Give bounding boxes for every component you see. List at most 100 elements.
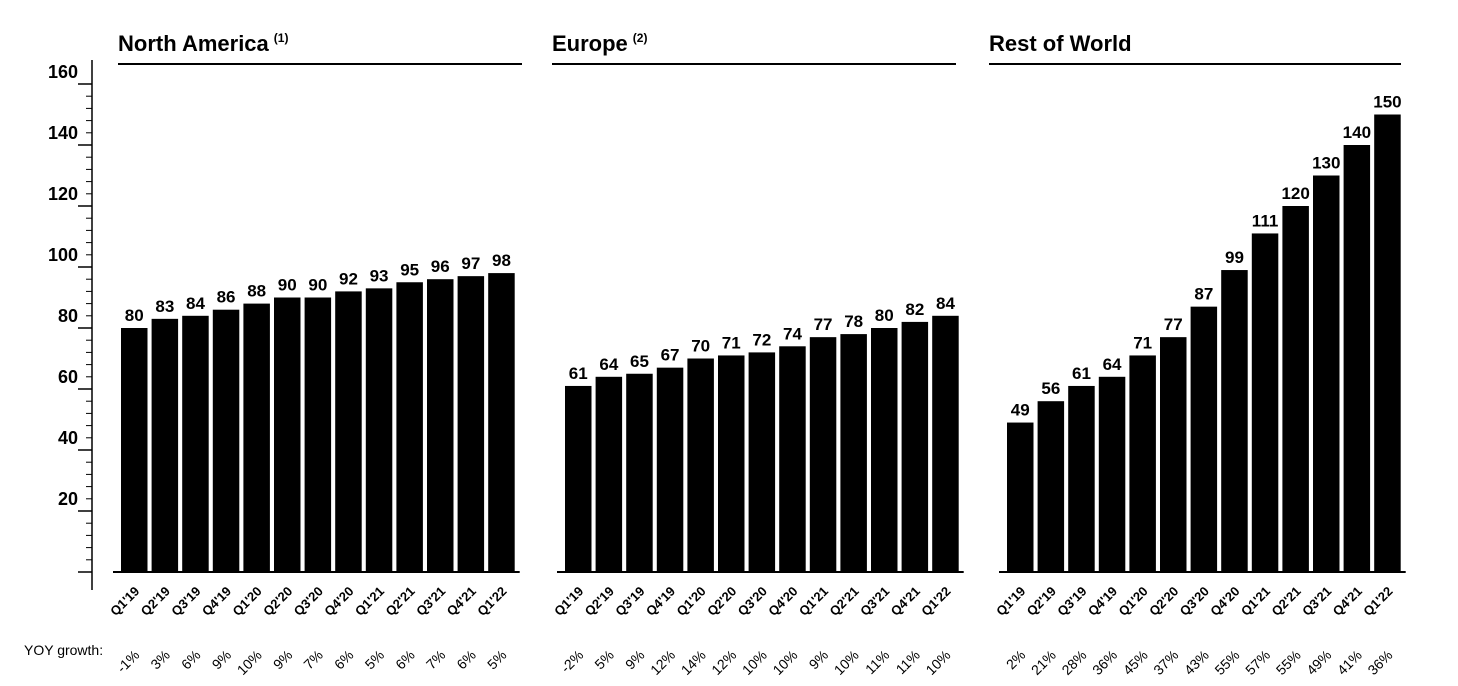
bar: [565, 385, 592, 572]
x-tick-label: Q1'20: [673, 584, 708, 619]
yoy-growth-value: 36%: [1089, 647, 1120, 678]
y-tick-label: 100: [48, 245, 78, 265]
x-tick-label: Q3'20: [735, 584, 770, 619]
bar: [1282, 206, 1309, 572]
yoy-growth-value: 9%: [622, 647, 648, 673]
yoy-growth-value: 21%: [1028, 647, 1059, 678]
yoy-growth-value: 3%: [147, 647, 173, 673]
bar-value-label: 80: [125, 306, 144, 325]
panel-title: Rest of World: [989, 31, 1132, 56]
bar-value-label: 61: [569, 364, 588, 383]
bar: [488, 273, 515, 572]
x-tick-label: Q3'19: [1054, 584, 1089, 619]
chart-panels: North America (1) 80 Q1'19 -1% 83 Q2'19 3% 84 Q3'…: [107, 31, 1406, 678]
bar: [365, 288, 393, 572]
bar: [871, 328, 898, 572]
yoy-growth-value: 11%: [862, 647, 892, 677]
x-tick-label: Q2'19: [1024, 584, 1059, 619]
bar-value-label: 80: [875, 306, 894, 325]
x-tick-label: Q4'20: [765, 584, 800, 619]
x-tick-label: Q1'20: [1115, 584, 1150, 619]
x-tick-label: Q4'19: [199, 584, 234, 619]
x-tick-label: Q1'19: [107, 584, 142, 619]
x-tick-label: Q1'19: [993, 584, 1028, 619]
x-tick-label: Q2'19: [138, 584, 173, 619]
x-tick-label: Q1'21: [352, 584, 387, 619]
bar: [274, 297, 301, 572]
bar-value-label: 87: [1194, 285, 1213, 304]
bar: [687, 358, 714, 572]
bar-value-label: 74: [783, 324, 802, 343]
bar: [212, 309, 240, 572]
yoy-growth-value: 10%: [769, 647, 800, 678]
bar-value-label: 88: [247, 282, 266, 301]
bar-value-label: 90: [278, 276, 297, 295]
yoy-growth-value: 36%: [1364, 647, 1395, 678]
y-tick-label: 160: [48, 62, 78, 82]
bar-value-label: 84: [186, 294, 205, 313]
bar: [1374, 114, 1401, 572]
bar: [457, 276, 485, 572]
yoy-growth-label: YOY growth:: [24, 642, 103, 658]
yoy-growth-value: 6%: [453, 647, 479, 673]
x-tick-label: Q4'19: [643, 584, 678, 619]
bar-value-label: 97: [461, 254, 480, 273]
bar: [304, 297, 332, 572]
x-tick-label: Q4'21: [1330, 584, 1365, 619]
bar-value-label: 77: [814, 315, 833, 334]
yoy-growth-value: 5%: [484, 647, 510, 673]
bar: [779, 346, 806, 572]
bar: [1190, 306, 1218, 572]
y-tick-label: 40: [58, 428, 78, 448]
bar: [335, 291, 362, 572]
bar: [1251, 233, 1279, 572]
bar: [1129, 355, 1156, 572]
x-tick-label: Q1'21: [796, 584, 831, 619]
yoy-growth-value: 10%: [831, 647, 862, 678]
bar: [1221, 270, 1248, 572]
bar: [396, 282, 423, 572]
bar: [932, 315, 959, 572]
x-tick-label: Q3'19: [612, 584, 647, 619]
yoy-growth-value: 28%: [1058, 647, 1089, 678]
yoy-growth-value: 6%: [392, 647, 418, 673]
bar-value-label: 67: [661, 346, 680, 365]
y-tick-label: 80: [58, 306, 78, 326]
yoy-growth-value: 12%: [708, 647, 739, 678]
yoy-growth-value: 10%: [739, 647, 770, 678]
panel-north-america: North America (1) 80 Q1'19 -1% 83 Q2'19 3% 84 Q3'…: [107, 31, 522, 678]
x-tick-label: Q1'22: [918, 584, 953, 619]
yoy-growth-value: 41%: [1334, 647, 1365, 678]
bar: [718, 355, 745, 572]
yoy-growth-value: 9%: [209, 647, 235, 673]
bar: [427, 279, 454, 572]
bar: [1068, 385, 1095, 572]
x-tick-label: Q3'21: [413, 584, 448, 619]
panel-title: Europe: [552, 31, 628, 56]
x-tick-label: Q2'21: [826, 584, 861, 619]
yoy-growth-value: 9%: [806, 647, 832, 673]
yoy-growth-value: 2%: [1003, 647, 1029, 673]
bar: [809, 337, 837, 572]
x-tick-label: Q2'20: [1146, 584, 1181, 619]
yoy-growth-value: 10%: [922, 647, 953, 678]
bar: [840, 334, 867, 572]
bar-value-label: 120: [1281, 184, 1309, 203]
bar-value-label: 64: [1103, 355, 1122, 374]
x-tick-label: Q3'20: [291, 584, 326, 619]
bar: [1037, 401, 1065, 572]
bar-value-label: 84: [936, 294, 955, 313]
yoy-growth-value: 7%: [423, 647, 449, 673]
yoy-growth-value: 55%: [1273, 647, 1304, 678]
bar-value-label: 49: [1011, 401, 1030, 420]
x-tick-label: Q1'22: [1360, 584, 1395, 619]
x-tick-label: Q4'20: [321, 584, 356, 619]
bar-value-label: 86: [217, 288, 236, 307]
bar: [1098, 376, 1126, 572]
bar: [1160, 337, 1187, 572]
bar-value-label: 90: [308, 276, 327, 295]
bar-value-label: 77: [1164, 315, 1183, 334]
bar-value-label: 71: [1133, 333, 1152, 352]
x-tick-label: Q4'20: [1207, 584, 1242, 619]
